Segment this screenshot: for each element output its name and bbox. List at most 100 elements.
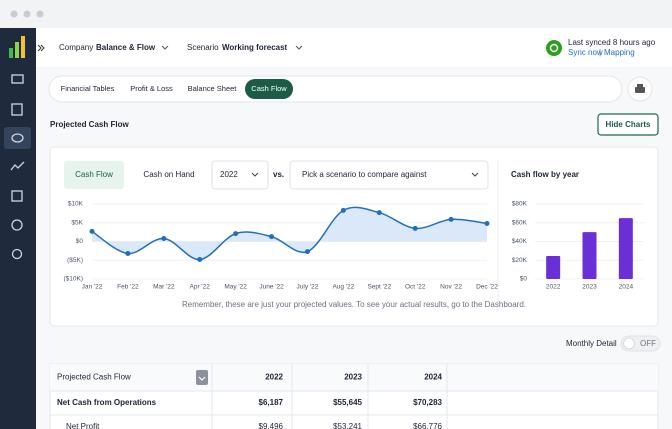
cell: $70,283 xyxy=(413,398,442,407)
logo xyxy=(9,36,25,58)
chart-note: Remember, these are just your projected … xyxy=(182,300,526,309)
x-tick-label: May '22 xyxy=(224,284,247,291)
x-tick-label: Nov '22 xyxy=(440,284,462,291)
y-tick-label: ($5K) xyxy=(67,257,83,264)
cell: $53,241 xyxy=(333,422,362,429)
year-select-value[interactable]: 2022 xyxy=(220,170,238,179)
bar xyxy=(618,218,633,279)
scenario-select[interactable]: Working forecast xyxy=(222,43,288,52)
row-label: Projected Cash Flow xyxy=(57,373,131,382)
table-header-bg xyxy=(50,364,658,391)
sync-now-link[interactable]: Sync now xyxy=(568,48,603,57)
scenario-compare-placeholder[interactable]: Pick a scenario to compare against xyxy=(302,170,427,179)
chevron xyxy=(161,45,169,50)
print-icon xyxy=(637,84,643,87)
nav-icon-reports[interactable] xyxy=(11,103,23,116)
tab[interactable]: Profit & Loss xyxy=(130,84,173,93)
nav-icon-settings[interactable] xyxy=(11,248,23,260)
cell: 2024 xyxy=(424,373,442,382)
point xyxy=(376,210,382,216)
collapse-icon[interactable] xyxy=(40,44,45,52)
download-icon-arrow xyxy=(198,376,206,381)
point xyxy=(161,236,167,241)
download-icon[interactable] xyxy=(196,370,208,385)
sync-status: Last synced 8 hours ago xyxy=(568,38,656,47)
cell: $9,496 xyxy=(259,422,284,429)
chart-tab[interactable]: Cash on Hand xyxy=(143,170,194,179)
nav-icon-dashboard[interactable] xyxy=(11,74,24,84)
window-dot[interactable] xyxy=(23,10,31,18)
point xyxy=(412,225,418,231)
bar-chart-title: Cash flow by year xyxy=(511,170,579,179)
tab[interactable]: Financial Tables xyxy=(61,84,115,93)
cell: $66,776 xyxy=(413,422,442,429)
tab-bar xyxy=(48,75,623,103)
chevron xyxy=(251,172,259,177)
vs-label: vs. xyxy=(273,170,284,179)
page-title: Projected Cash Flow xyxy=(50,120,129,129)
x-tick-label: July '22 xyxy=(297,284,319,291)
hide-charts-label[interactable]: Hide Charts xyxy=(606,120,651,129)
point xyxy=(269,234,275,240)
nav-icon-forecast[interactable] xyxy=(11,133,24,143)
chart-tab-active-bg xyxy=(64,161,124,189)
chart-tab[interactable]: Cash Flow xyxy=(75,170,113,179)
tab-active-bg xyxy=(245,79,293,99)
window-dot[interactable] xyxy=(10,10,18,18)
nav-icon-tasks[interactable] xyxy=(11,190,23,202)
hide-charts-button[interactable] xyxy=(597,113,659,136)
y-tick-label: $5K xyxy=(71,219,83,226)
company-select[interactable]: Balance & Flow xyxy=(96,43,156,52)
area xyxy=(92,207,487,260)
monthly-detail-label: Monthly Detail xyxy=(566,339,617,348)
y-tick-label: ($10K) xyxy=(63,276,83,283)
x-tick-label: 2024 xyxy=(619,284,634,291)
x-tick-label: June '22 xyxy=(259,284,284,291)
x-tick-label: 2023 xyxy=(582,284,597,291)
nav-icon-team[interactable] xyxy=(11,219,23,231)
point xyxy=(340,207,346,213)
quickbooks-logo-mark xyxy=(549,43,559,53)
point xyxy=(448,216,454,222)
toggle-state: OFF xyxy=(640,339,656,348)
y-tick-label: $80K xyxy=(512,201,528,208)
cell: $55,645 xyxy=(333,398,362,407)
nav-active-bg xyxy=(4,127,31,149)
cell: 2022 xyxy=(265,373,283,382)
chevron xyxy=(471,172,479,177)
x-tick-label: Jan '22 xyxy=(82,284,103,291)
y-tick-label: $20K xyxy=(512,257,528,264)
x-tick-label: Feb '22 xyxy=(117,284,139,291)
window-dot[interactable] xyxy=(36,10,44,18)
row-label: Net Profit xyxy=(66,422,100,429)
bar xyxy=(546,256,561,279)
bar xyxy=(582,232,597,279)
x-tick-label: Aug '22 xyxy=(332,284,354,291)
line xyxy=(91,206,488,261)
row-label: Net Cash from Operations xyxy=(57,398,157,407)
mapping-link[interactable]: Mapping xyxy=(604,48,635,57)
title-bar xyxy=(0,0,672,28)
x-tick-label: Mar '22 xyxy=(153,284,175,291)
x-tick-label: Oct '22 xyxy=(405,284,426,291)
tab[interactable]: Balance Sheet xyxy=(188,84,238,93)
y-tick-label: $60K xyxy=(512,219,528,226)
company-label: Company xyxy=(59,43,93,52)
separator: | xyxy=(599,48,601,57)
point xyxy=(197,257,203,262)
point xyxy=(484,221,490,226)
y-tick-label: $0 xyxy=(520,276,528,283)
y-tick-label: $0 xyxy=(76,238,84,245)
nav-icon-trends[interactable] xyxy=(10,161,25,171)
point xyxy=(125,251,131,256)
x-tick-label: 2022 xyxy=(546,284,561,291)
scenario-compare-select[interactable] xyxy=(289,160,489,190)
collapse-icon[interactable] xyxy=(37,44,42,52)
year-select[interactable] xyxy=(211,160,269,190)
tab[interactable]: Cash Flow xyxy=(251,84,287,93)
scenario-label: Scenario xyxy=(187,43,219,52)
cell: 2023 xyxy=(344,373,362,382)
sidebar xyxy=(0,28,36,429)
